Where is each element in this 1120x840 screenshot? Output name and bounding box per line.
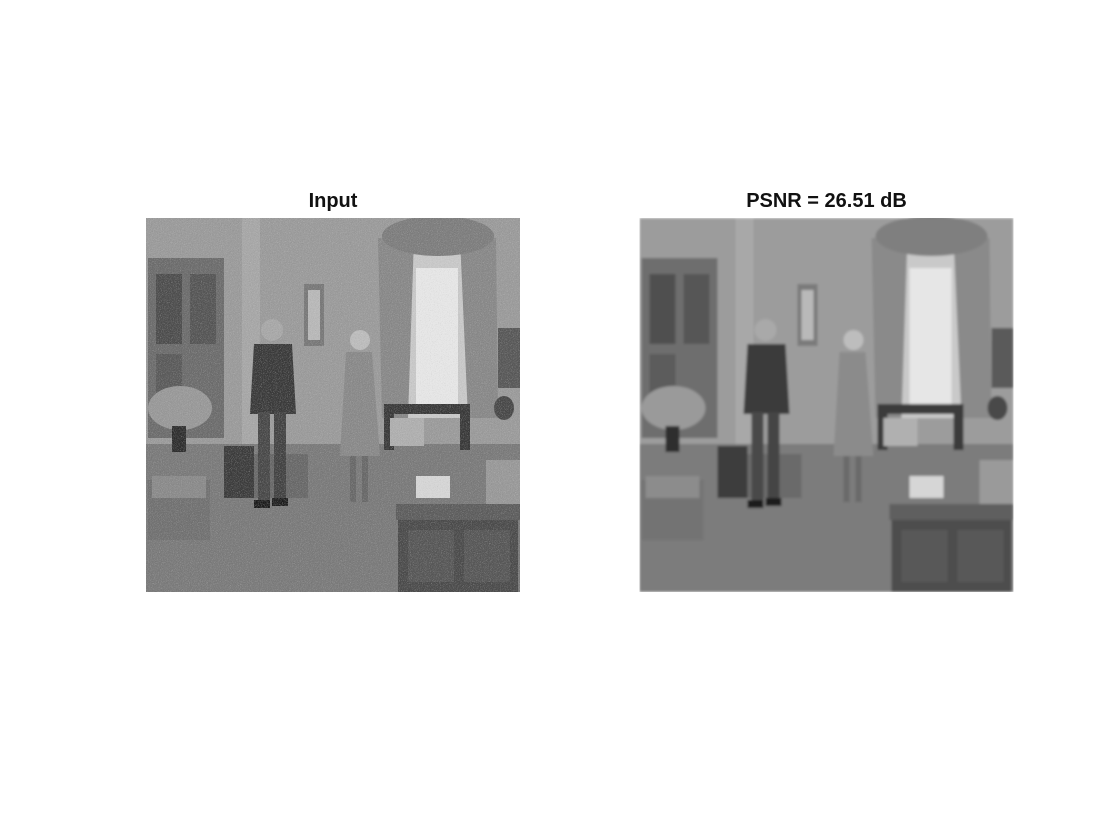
output-panel: PSNR = 26.51 dB [639,188,1014,592]
input-panel: Input [146,188,520,592]
input-panel-title: Input [308,190,358,212]
denoised-output-image [639,218,1014,592]
noisy-input-image [146,218,520,592]
psnr-title: PSNR = 26.51 dB [746,190,907,212]
